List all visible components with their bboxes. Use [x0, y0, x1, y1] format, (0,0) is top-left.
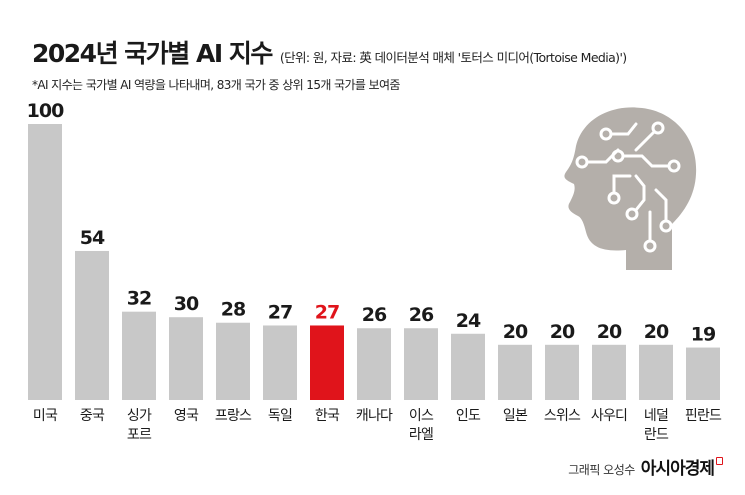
category-label-13: 사우디: [591, 408, 627, 424]
category-label-12: 스위스: [544, 408, 581, 424]
title-row: 2024년 국가별 AI 지수 (단위: 원, 자료: 英 데이터분석 매체 '…: [32, 34, 732, 70]
category-label-14: 네덜 란드: [644, 408, 669, 443]
category-label-6: 독일: [268, 408, 292, 424]
value-label-3: 32: [127, 288, 151, 310]
bar-8: [357, 328, 391, 400]
value-label-7: 27: [315, 301, 339, 323]
value-label-14: 20: [644, 321, 669, 343]
bar-1: [28, 124, 62, 400]
footer: 그래픽 오성수 아시아경제: [568, 454, 723, 479]
bar-3: [122, 311, 156, 400]
category-label-15: 핀란드: [685, 408, 722, 424]
bar-5: [216, 322, 250, 400]
value-label-15: 19: [691, 324, 715, 346]
bar-9: [404, 328, 438, 400]
category-label-5: 프랑스: [215, 408, 252, 424]
bar-11: [498, 344, 532, 400]
unit-source-note: (단위: 원, 자료: 英 데이터분석 매체 '토터스 미디어(Tortoise…: [279, 50, 627, 65]
category-label-11: 일본: [503, 408, 528, 424]
chart-subtitle: *AI 지수는 국가별 AI 역량을 나타내며, 83개 국가 중 상위 15개…: [32, 78, 400, 92]
value-label-13: 20: [597, 321, 622, 343]
category-label-2: 중국: [80, 408, 105, 424]
bar-10: [451, 333, 485, 400]
chart-title: 2024년 국가별 AI 지수: [32, 39, 273, 68]
category-label-7: 한국: [315, 408, 340, 424]
value-label-10: 24: [456, 310, 481, 332]
publisher-logo: 아시아경제: [640, 459, 715, 479]
chart-header: 2024년 국가별 AI 지수 (단위: 원, 자료: 英 데이터분석 매체 '…: [32, 34, 732, 93]
value-label-4: 30: [174, 293, 199, 315]
ai-head-icon: [564, 107, 697, 270]
bar-12: [545, 344, 579, 400]
category-label-9: 이스 라엘: [409, 408, 434, 443]
bar-2: [75, 250, 109, 400]
category-label-8: 캐나다: [356, 408, 393, 424]
brand-mark-icon: [716, 457, 723, 465]
graphic-credit: 그래픽 오성수: [568, 463, 635, 477]
category-label-4: 영국: [174, 408, 199, 424]
value-label-8: 26: [362, 304, 387, 326]
bar-4: [169, 317, 203, 400]
bar-15: [686, 347, 720, 400]
value-label-6: 27: [268, 301, 292, 323]
value-label-1: 100: [27, 100, 64, 122]
value-label-2: 54: [80, 227, 105, 249]
value-label-5: 28: [221, 299, 246, 321]
value-label-12: 20: [550, 321, 575, 343]
bar-14: [639, 344, 673, 400]
bar-6: [263, 325, 297, 400]
value-label-9: 26: [409, 304, 434, 326]
category-label-1: 미국: [33, 408, 58, 424]
value-label-11: 20: [503, 321, 528, 343]
bar-13: [592, 344, 626, 400]
category-label-3: 싱가 포르: [127, 408, 152, 443]
category-label-10: 인도: [456, 408, 481, 424]
bar-7: [310, 325, 344, 400]
